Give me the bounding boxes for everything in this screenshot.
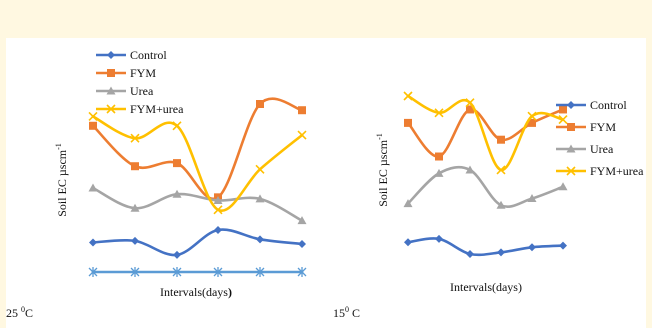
data-point <box>404 118 412 127</box>
legend-label: FYM+urea <box>130 102 184 116</box>
data-point <box>131 236 139 245</box>
legend-marker <box>107 51 115 59</box>
data-point <box>88 183 98 192</box>
data-point <box>131 162 139 171</box>
data-point <box>559 105 567 114</box>
data-point <box>528 118 536 127</box>
legend-marker <box>567 101 575 109</box>
data-point <box>172 121 182 131</box>
series-line <box>91 228 304 257</box>
data-point <box>466 250 474 258</box>
series-urea <box>88 183 307 225</box>
data-point <box>130 203 140 212</box>
data-point <box>130 267 140 277</box>
chart-left: Control FYM Urea FYM+urea Soil EC µscm-1 Inte… <box>54 48 307 299</box>
data-point <box>497 248 505 257</box>
data-point <box>256 100 264 108</box>
data-point <box>466 105 474 114</box>
data-point <box>558 182 568 191</box>
data-point <box>298 240 306 248</box>
data-point <box>297 216 307 225</box>
data-point <box>214 226 222 234</box>
series-urea <box>403 165 568 209</box>
data-point <box>435 234 443 243</box>
series-baseline <box>88 267 307 277</box>
data-point <box>89 121 97 130</box>
temperature-label-left: 25 0C <box>6 305 34 320</box>
data-point <box>172 267 182 277</box>
legend-marker <box>566 144 576 153</box>
data-point <box>130 133 140 143</box>
data-point <box>496 165 506 175</box>
y-axis-label: Soil EC µscm-1 <box>54 143 69 217</box>
series-control <box>404 234 567 258</box>
data-point <box>89 238 97 247</box>
data-point <box>213 267 223 277</box>
legend-marker <box>107 69 115 77</box>
legend-label: Urea <box>590 142 614 156</box>
legend-marker <box>566 166 576 176</box>
legend-marker <box>106 104 116 114</box>
data-point <box>403 91 413 101</box>
data-point <box>434 108 444 118</box>
x-axis-label: Intervals(days) <box>450 280 522 294</box>
data-point <box>173 159 181 168</box>
data-point <box>465 165 475 174</box>
data-point <box>297 267 307 277</box>
data-point <box>496 200 506 209</box>
legend-left: Control FYM Urea FYM+urea <box>96 48 184 116</box>
series-line <box>406 108 565 158</box>
series-line <box>91 97 304 201</box>
series-fym <box>89 97 306 202</box>
series-line <box>406 237 565 257</box>
data-point <box>88 267 98 277</box>
x-axis-label: Intervals(days) <box>160 285 232 299</box>
data-point <box>465 98 475 108</box>
data-point <box>88 111 98 122</box>
data-point <box>558 114 568 125</box>
data-point <box>255 164 265 174</box>
data-point <box>256 235 264 244</box>
data-point <box>298 106 306 115</box>
data-point <box>213 205 223 215</box>
data-point <box>434 168 444 177</box>
data-point <box>404 238 412 247</box>
data-point <box>213 195 223 204</box>
legend-marker <box>106 86 116 95</box>
data-point <box>255 194 265 203</box>
data-point <box>255 267 265 277</box>
legend-label: Control <box>590 98 627 112</box>
data-point <box>527 194 537 203</box>
legend-label: FYM <box>590 120 616 134</box>
data-point <box>528 243 536 252</box>
legend-label: FYM+urea <box>590 164 644 178</box>
y-axis-label: Soil EC µscm-1 <box>375 133 390 207</box>
data-point <box>172 189 182 198</box>
data-point <box>173 250 181 259</box>
series-line <box>91 186 304 222</box>
legend-right: Control FYM Urea FYM+urea <box>556 98 644 178</box>
series-fym <box>404 105 567 161</box>
series-line <box>406 94 565 172</box>
series-fym-urea <box>88 111 307 215</box>
legend-label: FYM <box>130 66 156 80</box>
series-line <box>406 165 565 208</box>
temperature-label-right: 150 C <box>333 305 361 320</box>
data-point <box>435 152 443 161</box>
chart-right: Control FYM Urea FYM+urea Soil EC µscm-1 Inte… <box>375 91 644 294</box>
data-point <box>527 111 537 121</box>
data-point <box>559 241 567 250</box>
legend-label: Urea <box>130 84 154 98</box>
series-fym-urea <box>403 91 568 175</box>
series-control <box>89 226 306 259</box>
data-point <box>403 199 413 208</box>
data-point <box>497 135 505 144</box>
legend-marker <box>567 123 575 131</box>
data-point <box>297 130 307 140</box>
legend-label: Control <box>130 48 167 62</box>
figure-panel <box>6 38 646 328</box>
